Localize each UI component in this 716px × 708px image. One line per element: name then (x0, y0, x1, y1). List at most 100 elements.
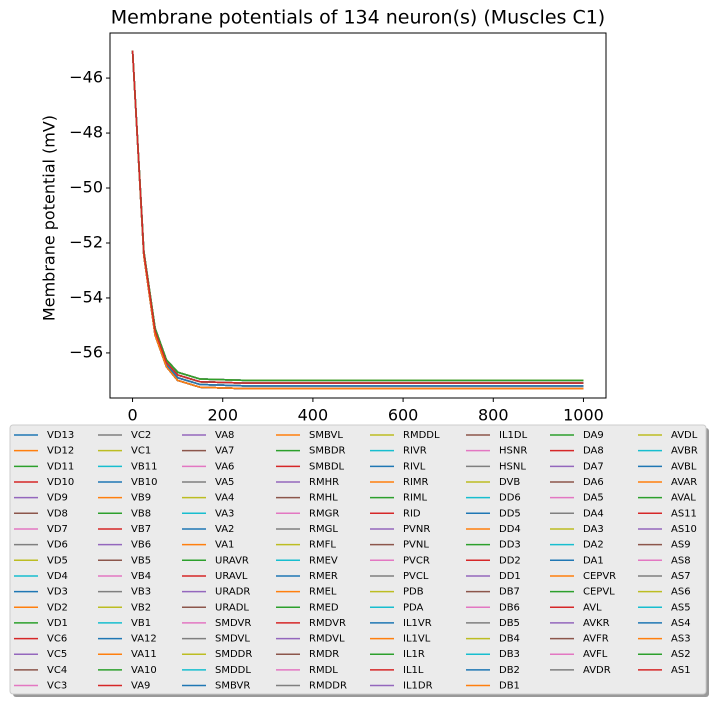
legend-label: RMDVR (309, 618, 346, 629)
legend-label: IL1DL (499, 430, 528, 441)
series-line (131, 50, 584, 382)
legend-label: RMDR (309, 649, 339, 660)
series-line (131, 50, 584, 390)
legend-label: VA2 (215, 524, 234, 535)
series-line (131, 50, 584, 382)
legend-label: DB1 (499, 681, 520, 692)
legend-label: VD10 (47, 477, 74, 488)
legend-label: AS9 (671, 540, 691, 551)
legend-label: DB3 (499, 649, 520, 660)
legend-label: AVFR (583, 634, 609, 645)
series-line (131, 50, 584, 384)
legend-label: VC6 (47, 634, 67, 645)
legend-label: SMBVR (215, 681, 250, 692)
series-line (131, 50, 584, 382)
legend-label: RIMR (403, 477, 429, 488)
legend-label: AS1 (671, 665, 691, 676)
series-line (131, 50, 584, 382)
legend-label: VD12 (47, 446, 74, 457)
legend-label: AVL (583, 602, 602, 613)
legend-label: VA8 (215, 430, 234, 441)
series-line (131, 50, 584, 384)
legend-label: VA5 (215, 477, 234, 488)
legend-label: VA4 (215, 493, 234, 504)
legend-label: VD1 (47, 618, 68, 629)
legend-label: VB4 (131, 571, 151, 582)
legend-label: DA6 (583, 477, 604, 488)
legend-label: IL1VR (403, 618, 432, 629)
legend-label: VC2 (131, 430, 151, 441)
legend-label: AS7 (671, 571, 691, 582)
legend-label: DB4 (499, 634, 520, 645)
legend-label: DD6 (499, 493, 521, 504)
legend-label: VC5 (47, 649, 67, 660)
series-line (131, 50, 584, 384)
legend-label: CEPVR (583, 571, 616, 582)
series-line (131, 50, 584, 384)
series-line (131, 50, 584, 387)
legend-label: VA12 (131, 634, 157, 645)
legend-label: VA11 (131, 649, 157, 660)
legend-label: AVKR (583, 618, 610, 629)
legend-label: AS4 (671, 618, 691, 629)
legend-label: VB8 (131, 508, 151, 519)
legend-label: RMGL (309, 524, 338, 535)
series-line (131, 50, 584, 387)
x-tick-label: 400 (298, 406, 329, 425)
series-line (131, 50, 584, 387)
legend-label: VA1 (215, 540, 234, 551)
legend-label: VB6 (131, 540, 151, 551)
legend-label: VB5 (131, 555, 151, 566)
series-line (131, 50, 584, 390)
series-line (131, 50, 584, 390)
series-line (131, 50, 584, 387)
series-line (131, 50, 584, 382)
legend-label: DA8 (583, 446, 604, 457)
legend-label: VA10 (131, 665, 157, 676)
series-line (131, 50, 584, 390)
legend-label: RMGR (309, 508, 339, 519)
series-line (131, 50, 584, 390)
series-line (131, 50, 584, 382)
series-line (131, 50, 584, 387)
series-line (131, 50, 584, 387)
x-tick-label: 200 (207, 406, 238, 425)
legend-label: RMED (309, 602, 339, 613)
series-line (131, 50, 584, 382)
legend-label: DA7 (583, 461, 604, 472)
series-line (131, 50, 584, 384)
legend-label: VD6 (47, 540, 68, 551)
legend-label: DD5 (499, 508, 521, 519)
y-tick-label: −48 (69, 123, 103, 142)
legend-label: RMHL (309, 493, 338, 504)
series-line (131, 50, 584, 390)
series-line (131, 50, 584, 387)
series-line (131, 50, 584, 382)
legend-label: VB1 (131, 618, 151, 629)
series-line (131, 50, 584, 387)
legend-label: RID (403, 508, 421, 519)
series-line (131, 50, 584, 382)
series-line (131, 50, 584, 390)
legend-label: PVNR (403, 524, 430, 535)
series-line (131, 50, 584, 382)
series-line (131, 50, 584, 387)
y-tick-label: −50 (69, 178, 103, 197)
series-line (131, 50, 584, 390)
series-line (131, 50, 584, 384)
series-line (131, 50, 584, 390)
series-line (131, 50, 584, 382)
series-line (131, 50, 584, 390)
legend-label: DA1 (583, 555, 604, 566)
series-line (131, 50, 584, 384)
series-line (131, 50, 584, 387)
series-line (131, 50, 584, 382)
legend-label: DVB (499, 477, 520, 488)
series-line (131, 50, 584, 384)
series-line (131, 50, 584, 390)
series-line (131, 50, 584, 387)
series-line (131, 50, 584, 384)
series-line (131, 50, 584, 387)
series-line (131, 50, 584, 382)
